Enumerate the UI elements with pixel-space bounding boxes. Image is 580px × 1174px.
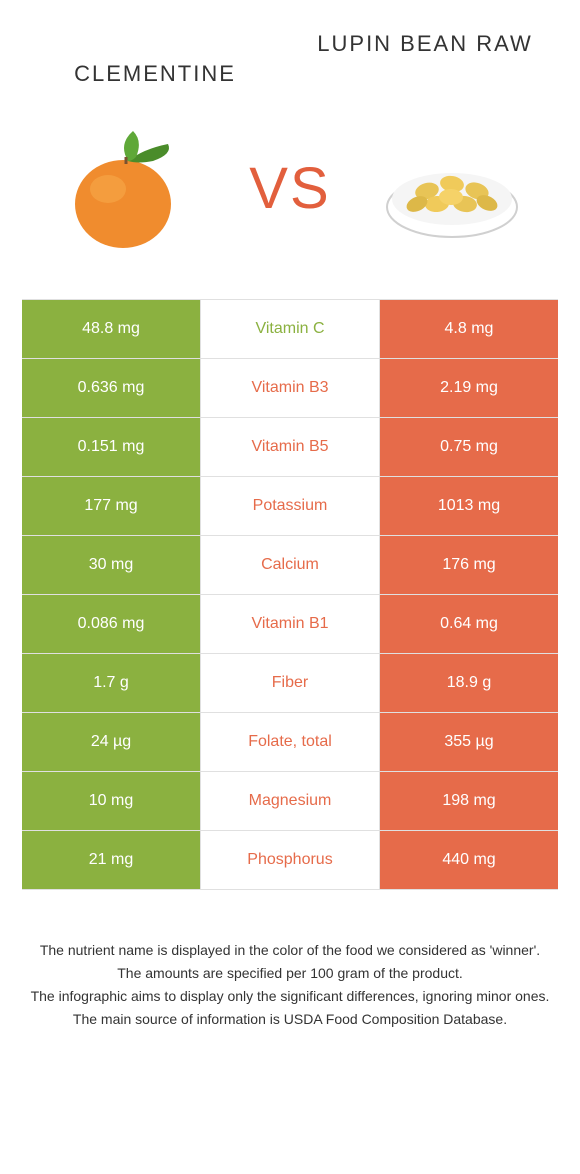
images-row: VS [0,99,580,299]
table-row: 48.8 mgVitamin C4.8 mg [22,300,558,359]
clementine-icon [58,119,198,259]
footer: The nutrient name is displayed in the co… [0,890,580,1052]
value-right: 0.64 mg [379,595,558,653]
table-row: 0.086 mgVitamin B10.64 mg [22,595,558,654]
nutrient-label: Calcium [201,536,379,594]
lupin-bean-icon [377,129,527,249]
value-right: 18.9 g [379,654,558,712]
header-right: Lupin Bean Raw [290,30,560,59]
footer-line-4: The main source of information is USDA F… [30,1009,550,1030]
table-row: 177 mgPotassium1013 mg [22,477,558,536]
clementine-image [53,119,203,259]
value-left: 0.636 mg [22,359,201,417]
nutrient-label: Vitamin B5 [201,418,379,476]
value-right: 0.75 mg [379,418,558,476]
title-left: Clementine [20,60,290,89]
table-row: 10 mgMagnesium198 mg [22,772,558,831]
nutrient-label: Vitamin C [201,300,379,358]
table-row: 0.151 mgVitamin B50.75 mg [22,418,558,477]
lupin-image [377,119,527,259]
nutrient-label: Potassium [201,477,379,535]
footer-line-1: The nutrient name is displayed in the co… [30,940,550,961]
table-row: 1.7 gFiber18.9 g [22,654,558,713]
table-row: 30 mgCalcium176 mg [22,536,558,595]
value-left: 1.7 g [22,654,201,712]
value-left: 21 mg [22,831,201,889]
header-left: Clementine [20,30,290,89]
value-left: 0.086 mg [22,595,201,653]
nutrient-label: Vitamin B3 [201,359,379,417]
title-right: Lupin Bean Raw [290,30,560,59]
value-left: 48.8 mg [22,300,201,358]
value-left: 10 mg [22,772,201,830]
nutrient-label: Magnesium [201,772,379,830]
nutrient-label: Vitamin B1 [201,595,379,653]
nutrient-label: Phosphorus [201,831,379,889]
value-right: 2.19 mg [379,359,558,417]
footer-line-3: The infographic aims to display only the… [30,986,550,1007]
value-right: 198 mg [379,772,558,830]
value-right: 1013 mg [379,477,558,535]
value-left: 30 mg [22,536,201,594]
comparison-table: 48.8 mgVitamin C4.8 mg0.636 mgVitamin B3… [22,299,558,890]
nutrient-label: Fiber [201,654,379,712]
table-row: 21 mgPhosphorus440 mg [22,831,558,890]
value-right: 176 mg [379,536,558,594]
vs-label: VS [249,155,330,222]
value-right: 440 mg [379,831,558,889]
nutrient-label: Folate, total [201,713,379,771]
table-row: 24 µgFolate, total355 µg [22,713,558,772]
value-left: 0.151 mg [22,418,201,476]
footer-line-2: The amounts are specified per 100 gram o… [30,963,550,984]
value-right: 355 µg [379,713,558,771]
value-right: 4.8 mg [379,300,558,358]
value-left: 177 mg [22,477,201,535]
header: Clementine Lupin Bean Raw [0,0,580,99]
value-left: 24 µg [22,713,201,771]
table-row: 0.636 mgVitamin B32.19 mg [22,359,558,418]
